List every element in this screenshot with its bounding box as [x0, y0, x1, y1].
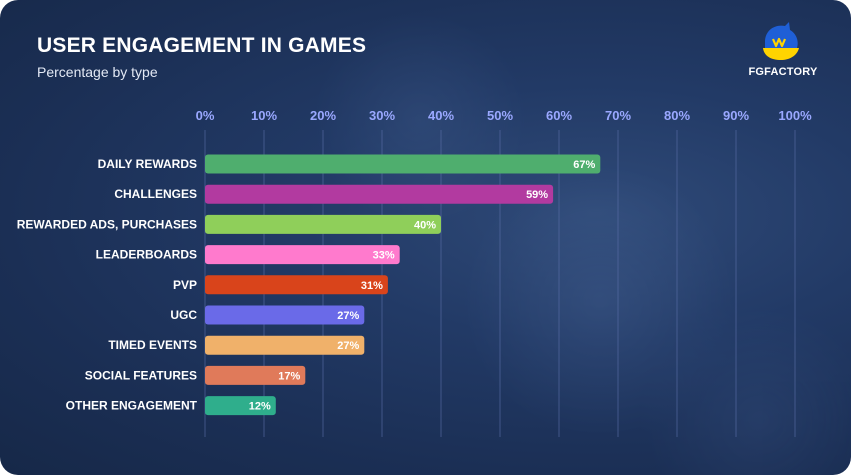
x-tick-label: 100%: [778, 108, 812, 123]
category-label: OTHER ENGAGEMENT: [66, 399, 198, 413]
category-label: REWARDED ADS, PURCHASES: [17, 217, 197, 231]
x-tick-label: 10%: [251, 108, 277, 123]
x-tick-label: 30%: [369, 108, 395, 123]
bar: [205, 305, 365, 325]
category-label: LEADERBOARDS: [96, 248, 197, 262]
data-label: 33%: [373, 250, 395, 262]
chart-subtitle: Percentage by type: [37, 64, 158, 80]
data-label: 59%: [526, 189, 548, 201]
x-tick-label: 20%: [310, 108, 336, 123]
x-tick-label: 80%: [664, 108, 690, 123]
category-label: SOCIAL FEATURES: [85, 368, 197, 382]
fgfactory-logo-icon: [763, 22, 799, 60]
bar: [205, 184, 554, 204]
bar: [205, 214, 441, 234]
category-label: TIMED EVENTS: [108, 338, 197, 352]
data-label: 31%: [361, 280, 383, 292]
chart-title: USER ENGAGEMENT IN GAMES: [37, 34, 367, 57]
x-tick-label: 40%: [428, 108, 454, 123]
data-label: 27%: [337, 310, 359, 322]
bar: [205, 245, 400, 265]
x-tick-label: 90%: [723, 108, 749, 123]
data-label: 12%: [249, 401, 271, 413]
x-axis-ticks: 0% 10% 20% 30% 40% 50% 60% 70% 80% 90% 100%: [196, 108, 812, 123]
data-label: 67%: [573, 159, 595, 171]
brand-name: FGFACTORY: [748, 66, 818, 78]
bar: [205, 365, 306, 385]
data-label: 17%: [278, 370, 300, 382]
x-tick-label: 70%: [605, 108, 631, 123]
brand-logo: FGFACTORY: [748, 22, 817, 84]
bar: [205, 275, 388, 295]
x-tick-label: 50%: [487, 108, 513, 123]
bar: [205, 154, 601, 174]
x-tick-label: 0%: [196, 108, 215, 123]
data-label: 27%: [337, 340, 359, 352]
category-label: CHALLENGES: [114, 187, 197, 201]
x-tick-label: 60%: [546, 108, 572, 123]
bars: DAILY REWARDS 67% CHALLENGES 59% REWARDED AD…: [17, 154, 601, 416]
bar: [205, 335, 365, 355]
category-label: PVP: [173, 278, 197, 292]
category-label: UGC: [170, 308, 197, 322]
category-label: DAILY REWARDS: [98, 157, 197, 171]
bar: [205, 396, 276, 416]
data-label: 40%: [414, 219, 436, 231]
